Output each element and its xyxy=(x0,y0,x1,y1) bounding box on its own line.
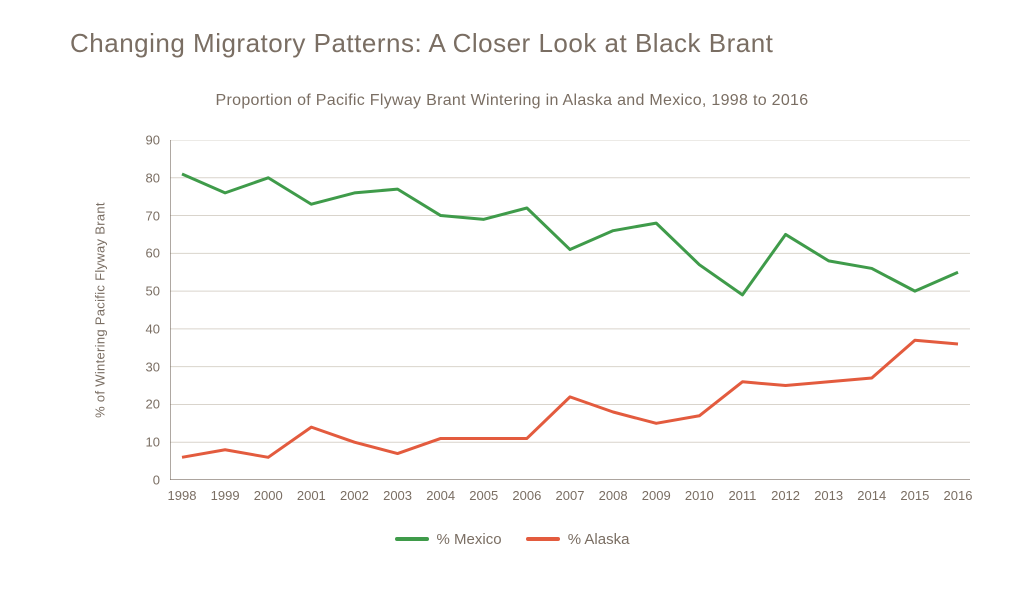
chart-title: Proportion of Pacific Flyway Brant Winte… xyxy=(0,92,1024,110)
legend-label-alaska: % Alaska xyxy=(568,531,630,548)
x-tick: 2000 xyxy=(254,488,283,503)
x-tick: 2004 xyxy=(426,488,455,503)
chart-svg xyxy=(170,140,970,480)
x-tick: 2006 xyxy=(512,488,541,503)
y-tick: 40 xyxy=(120,321,160,336)
x-tick: 1999 xyxy=(211,488,240,503)
series-mexico xyxy=(182,174,958,295)
x-tick: 2016 xyxy=(944,488,973,503)
y-tick: 30 xyxy=(120,359,160,374)
x-tick: 2008 xyxy=(599,488,628,503)
y-tick: 70 xyxy=(120,208,160,223)
x-tick: 1998 xyxy=(168,488,197,503)
x-tick: 2011 xyxy=(728,488,756,503)
legend-item-mexico: % Mexico xyxy=(395,531,502,548)
y-tick: 20 xyxy=(120,397,160,412)
page-title: Changing Migratory Patterns: A Closer Lo… xyxy=(70,28,773,59)
y-tick: 80 xyxy=(120,170,160,185)
x-tick: 2005 xyxy=(469,488,498,503)
y-tick: 10 xyxy=(120,435,160,450)
legend-swatch-alaska xyxy=(526,537,560,541)
x-tick: 2001 xyxy=(297,488,326,503)
y-tick: 90 xyxy=(120,133,160,148)
x-tick: 2003 xyxy=(383,488,412,503)
x-tick: 2012 xyxy=(771,488,800,503)
x-tick: 2013 xyxy=(814,488,843,503)
legend-swatch-mexico xyxy=(395,537,429,541)
chart-legend: % Mexico % Alaska xyxy=(0,528,1024,548)
x-tick: 2002 xyxy=(340,488,369,503)
x-tick: 2015 xyxy=(900,488,929,503)
y-tick: 60 xyxy=(120,246,160,261)
chart-plot-area xyxy=(170,140,970,480)
x-tick: 2010 xyxy=(685,488,714,503)
y-tick: 0 xyxy=(120,473,160,488)
x-tick: 2009 xyxy=(642,488,671,503)
y-axis-label: % of Wintering Pacific Flyway Brant xyxy=(93,202,108,418)
series-alaska xyxy=(182,340,958,457)
legend-label-mexico: % Mexico xyxy=(437,531,502,548)
x-tick: 2014 xyxy=(857,488,886,503)
x-tick-labels: 1998 1999 2000 2001 2002 2003 2004 2005 2006 2007… xyxy=(170,488,970,508)
x-tick: 2007 xyxy=(556,488,585,503)
y-tick: 50 xyxy=(120,284,160,299)
legend-item-alaska: % Alaska xyxy=(526,531,630,548)
